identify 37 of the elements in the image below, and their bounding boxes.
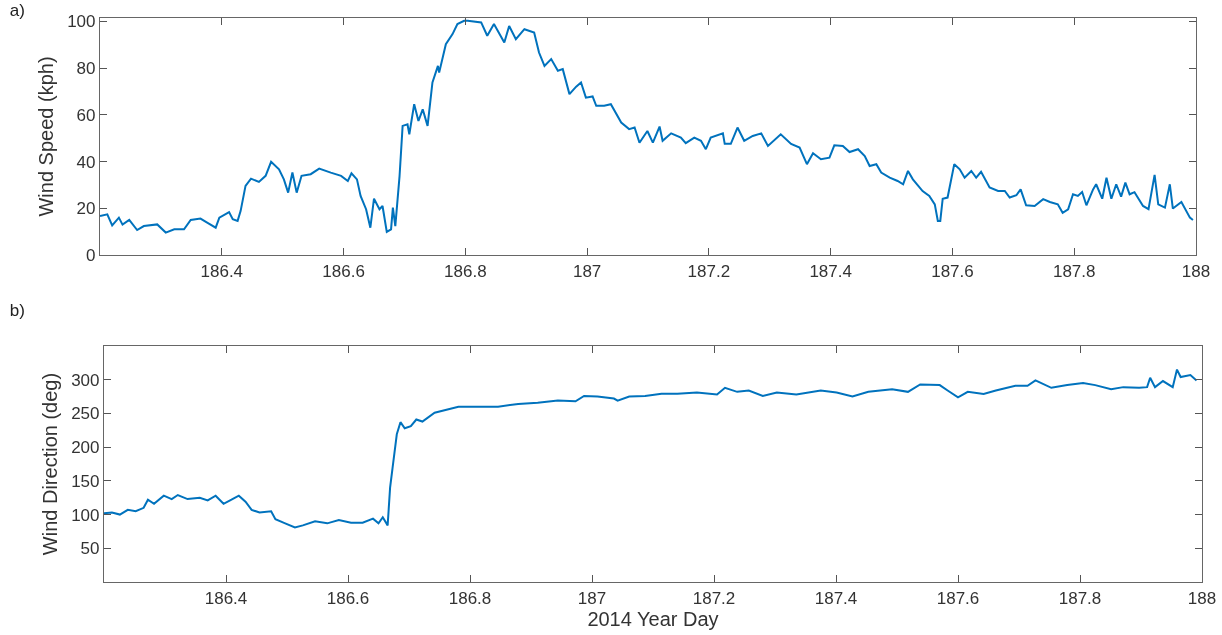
- x-tick-label: 187.4: [809, 261, 852, 281]
- y-tick-label: 50: [80, 539, 100, 559]
- y-tick-label: 150: [71, 471, 100, 491]
- x-tick-label: 187.2: [687, 261, 731, 281]
- y-tick-label: 250: [71, 404, 100, 424]
- x-tick-label: 186.6: [322, 261, 365, 281]
- y-tick-label: 200: [71, 438, 100, 458]
- x-tick-label: 187.6: [931, 261, 974, 281]
- x-tick-label: 186.4: [204, 588, 248, 608]
- x-tick-label: 186.8: [444, 261, 487, 281]
- x-tick-label: 188: [1181, 261, 1211, 281]
- x-tick-label: 187.4: [814, 588, 858, 608]
- y-tick-label: 60: [76, 105, 96, 125]
- y-tick-label: 80: [76, 59, 96, 79]
- chart-title: a): [9, 0, 25, 20]
- x-axis-title: 2014 Year Day: [587, 607, 719, 630]
- y-tick-label: 20: [76, 199, 96, 219]
- x-tick-label: 187.8: [1052, 261, 1096, 281]
- y-tick-label: 100: [71, 505, 100, 525]
- x-tick-label: 186.6: [326, 588, 370, 608]
- x-tick-label: 187.8: [1058, 588, 1102, 608]
- y-tick-label: 0: [86, 245, 96, 265]
- line-series: [104, 368, 1198, 529]
- y-axis-title: Wind Speed (kph): [34, 56, 57, 217]
- x-tick-label: 187: [572, 261, 602, 281]
- y-tick-label: 100: [67, 12, 96, 32]
- x-tick-label: 186.4: [200, 261, 244, 281]
- x-tick-label: 187.2: [692, 588, 736, 608]
- x-tick-label: 187.6: [936, 588, 980, 608]
- y-axis-title: Wind Direction (deg): [38, 372, 61, 556]
- x-tick-label: 188: [1187, 588, 1217, 608]
- x-tick-label: 187: [577, 588, 607, 608]
- chart-title: b): [9, 300, 25, 320]
- x-tick-label: 186.8: [448, 588, 492, 608]
- line-series: [100, 19, 1194, 234]
- y-tick-label: 40: [76, 152, 96, 172]
- y-tick-label: 300: [71, 370, 100, 390]
